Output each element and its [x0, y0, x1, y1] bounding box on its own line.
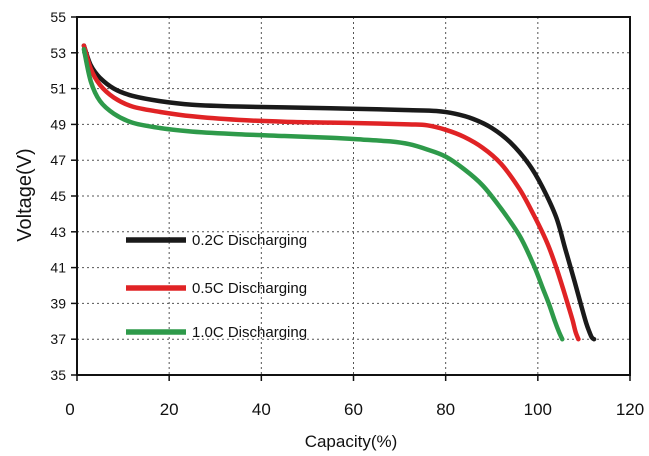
y-tick-label: 55: [50, 9, 66, 25]
y-tick-label: 49: [50, 116, 66, 132]
x-tick-label: 100: [524, 400, 552, 419]
x-tick-label: 80: [436, 400, 455, 419]
x-tick-label: 60: [344, 400, 363, 419]
legend-label: 1.0C Discharging: [192, 324, 307, 341]
legend-label: 0.2C Discharging: [192, 232, 307, 249]
y-tick-label: 39: [50, 295, 66, 311]
series-line-3: [81, 46, 565, 342]
y-tick-label: 45: [50, 188, 66, 204]
x-axis-ticks: 0 20 40 60 80 100 120: [65, 375, 644, 419]
legend: 0.2C Discharging 0.5C Discharging 1.0C Dis…: [126, 232, 307, 341]
y-tick-label: 43: [50, 224, 66, 240]
y-axis-ticks: 35 37 39 41 43 45 47 49 51 53 55: [50, 9, 77, 383]
x-tick-label: 120: [616, 400, 644, 419]
y-tick-label: 47: [50, 152, 66, 168]
y-tick-label: 41: [50, 260, 66, 276]
legend-label: 0.5C Discharging: [192, 280, 307, 297]
y-axis-title: Voltage(V): [14, 148, 36, 241]
y-tick-label: 37: [50, 331, 66, 347]
x-axis-title: Capacity(%): [305, 432, 398, 451]
y-tick-label: 35: [50, 367, 66, 383]
y-tick-label: 53: [50, 45, 66, 61]
x-tick-label: 0: [65, 400, 74, 419]
y-tick-label: 51: [50, 81, 66, 97]
series-line-1: [81, 43, 597, 342]
x-tick-label: 40: [252, 400, 271, 419]
x-tick-label: 20: [160, 400, 179, 419]
series-line-2: [81, 43, 581, 342]
series-lines: [81, 43, 597, 342]
